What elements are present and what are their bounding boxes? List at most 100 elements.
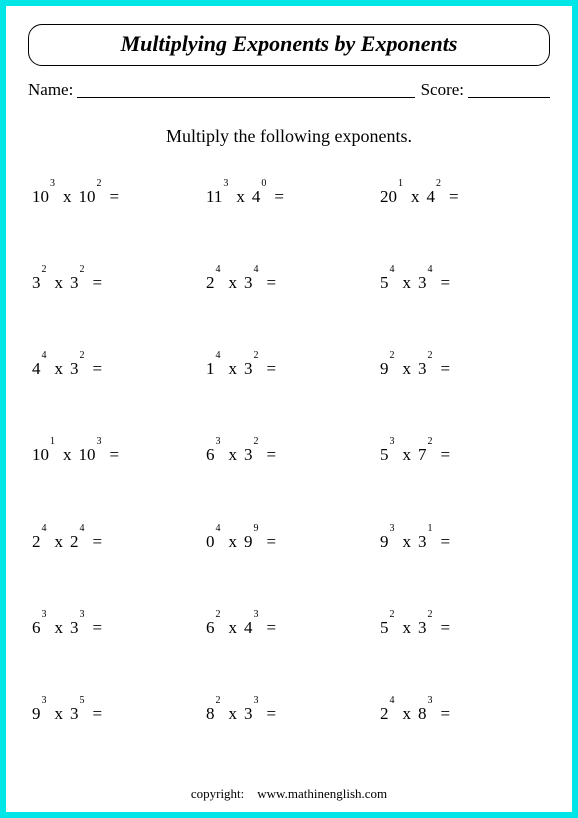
equals-symbol: = <box>267 445 277 465</box>
times-symbol: x <box>229 618 238 638</box>
base-1: 9 <box>380 359 389 378</box>
term-2: 24 <box>70 532 79 552</box>
base-1: 8 <box>206 704 215 723</box>
title-box: Multiplying Exponents by Exponents <box>28 24 550 66</box>
term-1: 24 <box>206 273 215 293</box>
score-label: Score: <box>421 80 464 100</box>
term-2: 32 <box>418 618 427 638</box>
exponent-1: 3 <box>216 436 221 447</box>
problem: 103x102= <box>32 179 198 265</box>
exponent-1: 2 <box>390 609 395 620</box>
equals-symbol: = <box>267 273 277 293</box>
term-1: 82 <box>206 704 215 724</box>
problem: 14x32= <box>206 351 372 437</box>
term-2: 32 <box>70 273 79 293</box>
base-1: 2 <box>32 532 41 551</box>
times-symbol: x <box>63 187 72 207</box>
exponent-2: 2 <box>80 264 85 275</box>
name-input-line[interactable] <box>77 82 414 98</box>
term-1: 201 <box>380 187 397 207</box>
equals-symbol: = <box>110 187 120 207</box>
problem: 93x31= <box>380 524 546 610</box>
exponent-1: 2 <box>216 609 221 620</box>
base-2: 3 <box>244 273 253 292</box>
base-2: 3 <box>70 359 79 378</box>
worksheet-page: Multiplying Exponents by Exponents Name:… <box>6 6 572 812</box>
problem: 101x103= <box>32 437 198 523</box>
times-symbol: x <box>55 359 64 379</box>
base-2: 8 <box>418 704 427 723</box>
times-symbol: x <box>55 618 64 638</box>
exponent-2: 3 <box>254 609 259 620</box>
term-2: 99 <box>244 532 253 552</box>
base-1: 6 <box>206 445 215 464</box>
base-1: 4 <box>32 359 41 378</box>
term-1: 24 <box>32 532 41 552</box>
exponent-2: 1 <box>428 523 433 534</box>
problem: 113x40= <box>206 179 372 265</box>
copyright: copyright: www.mathinenglish.com <box>28 782 550 802</box>
base-2: 3 <box>70 618 79 637</box>
equals-symbol: = <box>441 273 451 293</box>
exponent-2: 2 <box>254 436 259 447</box>
exponent-1: 3 <box>50 178 55 189</box>
base-2: 7 <box>418 445 427 464</box>
problem: 24x83= <box>380 696 546 782</box>
term-1: 92 <box>380 359 389 379</box>
exponent-2: 9 <box>254 523 259 534</box>
term-1: 04 <box>206 532 215 552</box>
base-1: 2 <box>206 273 215 292</box>
times-symbol: x <box>403 359 412 379</box>
exponent-1: 2 <box>390 350 395 361</box>
exponent-2: 4 <box>254 264 259 275</box>
copyright-site: www.mathinenglish.com <box>257 786 387 801</box>
term-1: 14 <box>206 359 215 379</box>
base-1: 0 <box>206 532 215 551</box>
base-2: 3 <box>418 273 427 292</box>
times-symbol: x <box>403 704 412 724</box>
problem: 24x34= <box>206 265 372 351</box>
exponent-2: 2 <box>428 436 433 447</box>
base-1: 20 <box>380 187 397 206</box>
exponent-2: 3 <box>97 436 102 447</box>
times-symbol: x <box>55 532 64 552</box>
page-title: Multiplying Exponents by Exponents <box>121 31 458 56</box>
base-2: 4 <box>244 618 253 637</box>
base-2: 3 <box>244 445 253 464</box>
base-2: 2 <box>70 532 79 551</box>
base-1: 9 <box>380 532 389 551</box>
term-1: 52 <box>380 618 389 638</box>
times-symbol: x <box>411 187 420 207</box>
base-1: 5 <box>380 273 389 292</box>
base-2: 9 <box>244 532 253 551</box>
base-1: 10 <box>32 445 49 464</box>
base-1: 5 <box>380 445 389 464</box>
exponent-1: 2 <box>42 264 47 275</box>
equals-symbol: = <box>93 273 103 293</box>
exponent-2: 2 <box>428 609 433 620</box>
base-1: 10 <box>32 187 49 206</box>
exponent-1: 3 <box>223 178 228 189</box>
equals-symbol: = <box>441 704 451 724</box>
problem: 44x32= <box>32 351 198 437</box>
term-2: 34 <box>244 273 253 293</box>
equals-symbol: = <box>441 618 451 638</box>
base-2: 3 <box>244 359 253 378</box>
exponent-1: 3 <box>390 436 395 447</box>
score-input-line[interactable] <box>468 82 550 98</box>
exponent-2: 3 <box>80 609 85 620</box>
equals-symbol: = <box>93 532 103 552</box>
exponent-1: 4 <box>216 264 221 275</box>
problems-grid: 103x102=113x40=201x42=32x32=24x34=54x34=… <box>28 179 550 782</box>
term-2: 32 <box>70 359 79 379</box>
exponent-2: 2 <box>428 350 433 361</box>
base-1: 9 <box>32 704 41 723</box>
exponent-1: 4 <box>42 523 47 534</box>
term-1: 24 <box>380 704 389 724</box>
problem: 04x99= <box>206 524 372 610</box>
base-2: 3 <box>418 532 427 551</box>
term-2: 34 <box>418 273 427 293</box>
equals-symbol: = <box>267 704 277 724</box>
term-1: 44 <box>32 359 41 379</box>
term-1: 32 <box>32 273 41 293</box>
